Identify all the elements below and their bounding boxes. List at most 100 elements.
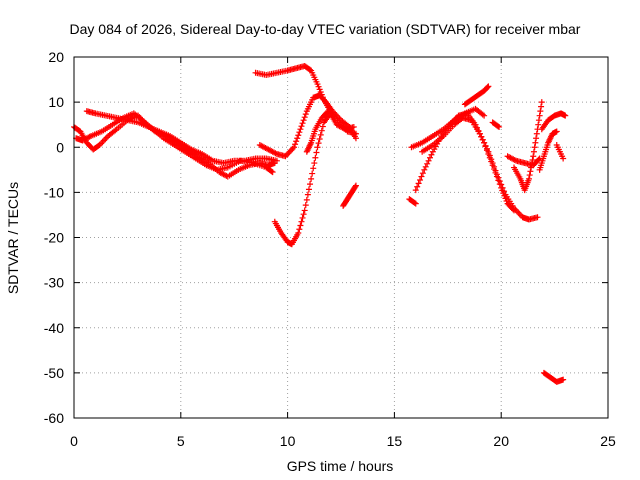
data-point (302, 202, 309, 209)
data-point (531, 144, 538, 151)
data-point (419, 170, 426, 177)
data-point (307, 66, 314, 73)
data-point (532, 139, 539, 146)
data-point (533, 130, 540, 137)
y-tick-label: -40 (44, 320, 64, 336)
data-point (412, 200, 419, 207)
data-point (421, 166, 428, 173)
series-arc-i (406, 196, 419, 207)
series-arc-g (303, 108, 332, 155)
data-point (425, 157, 432, 164)
data-point (481, 112, 488, 119)
data-point (310, 165, 317, 172)
data-point (315, 140, 322, 147)
data-point (535, 156, 542, 163)
data-point (308, 175, 315, 182)
plot-frame (73, 56, 609, 419)
data-point (300, 211, 307, 218)
data-point (298, 123, 305, 130)
data-point (560, 376, 567, 383)
data-point (269, 169, 276, 176)
axis-ticks: 0 5 10 15 20 25 20 10 0 -10 -20 -30 -40 -50 -60 (44, 49, 616, 449)
x-tick-label: 10 (280, 433, 296, 449)
chart-title: Day 084 of 2026, Sidereal Day-to-day VTE… (70, 21, 581, 37)
data-point (305, 186, 312, 193)
data-point (307, 181, 314, 188)
data-point (318, 127, 325, 134)
data-point (299, 214, 306, 221)
data-point (295, 229, 302, 236)
x-tick-label: 25 (600, 433, 616, 449)
data-point (528, 160, 535, 167)
data-point (297, 126, 304, 133)
data-point (412, 187, 419, 194)
data-point (273, 157, 280, 164)
y-tick-label: -50 (44, 365, 64, 381)
data-point (485, 83, 492, 90)
data-point (427, 154, 433, 161)
data-point (481, 139, 488, 146)
data-point (498, 181, 505, 188)
series-arc-e (256, 92, 359, 160)
series-arc-o (504, 153, 543, 169)
data-point (316, 135, 323, 142)
data-point (535, 117, 542, 124)
data-point (479, 136, 486, 143)
data-point (530, 148, 537, 155)
data-point (301, 207, 308, 214)
data-point (485, 148, 492, 155)
data-point (538, 99, 545, 106)
data-point (484, 84, 491, 91)
x-tick-label: 15 (387, 433, 403, 449)
data-point (482, 142, 489, 149)
data-points (71, 63, 569, 385)
series-arc-m (461, 83, 492, 108)
y-axis-label: SDTVAR / TECUs (5, 182, 21, 294)
data-point (424, 160, 431, 167)
data-point (553, 128, 560, 135)
data-point (525, 175, 532, 182)
data-point (495, 174, 502, 181)
y-tick-label: -30 (44, 275, 64, 291)
series-arc-n (489, 119, 503, 130)
data-point (352, 135, 359, 142)
data-point (302, 111, 309, 118)
data-point (314, 81, 321, 88)
data-point (268, 168, 275, 175)
x-tick-label: 20 (493, 433, 509, 449)
data-point (350, 123, 357, 130)
data-point (304, 191, 311, 198)
series-arc-l (419, 114, 541, 223)
data-point (488, 156, 495, 163)
y-tick-label: -10 (44, 184, 64, 200)
data-point (428, 151, 435, 158)
data-point (496, 178, 503, 185)
data-point (537, 108, 544, 115)
y-tick-label: 0 (56, 139, 64, 155)
data-point (526, 172, 533, 179)
data-point (313, 149, 320, 156)
x-axis-label: GPS time / hours (287, 458, 394, 474)
data-point (538, 103, 545, 110)
data-point (492, 167, 499, 174)
data-point (298, 218, 305, 225)
data-point (414, 183, 421, 190)
data-point (299, 120, 306, 127)
data-point (324, 109, 331, 116)
x-tick-label: 5 (177, 433, 185, 449)
data-point (499, 184, 506, 191)
data-point (292, 141, 299, 148)
data-point (535, 121, 542, 128)
data-point (494, 123, 501, 130)
series-arc-s (553, 141, 567, 162)
data-point (422, 163, 429, 170)
data-point (315, 83, 322, 90)
data-point (417, 176, 424, 183)
series-arc-p (511, 99, 545, 194)
data-point (295, 132, 302, 139)
data-point (529, 157, 536, 164)
data-point (501, 188, 508, 195)
series-arc-t (540, 369, 567, 385)
data-point (530, 153, 537, 160)
data-point (293, 138, 300, 145)
